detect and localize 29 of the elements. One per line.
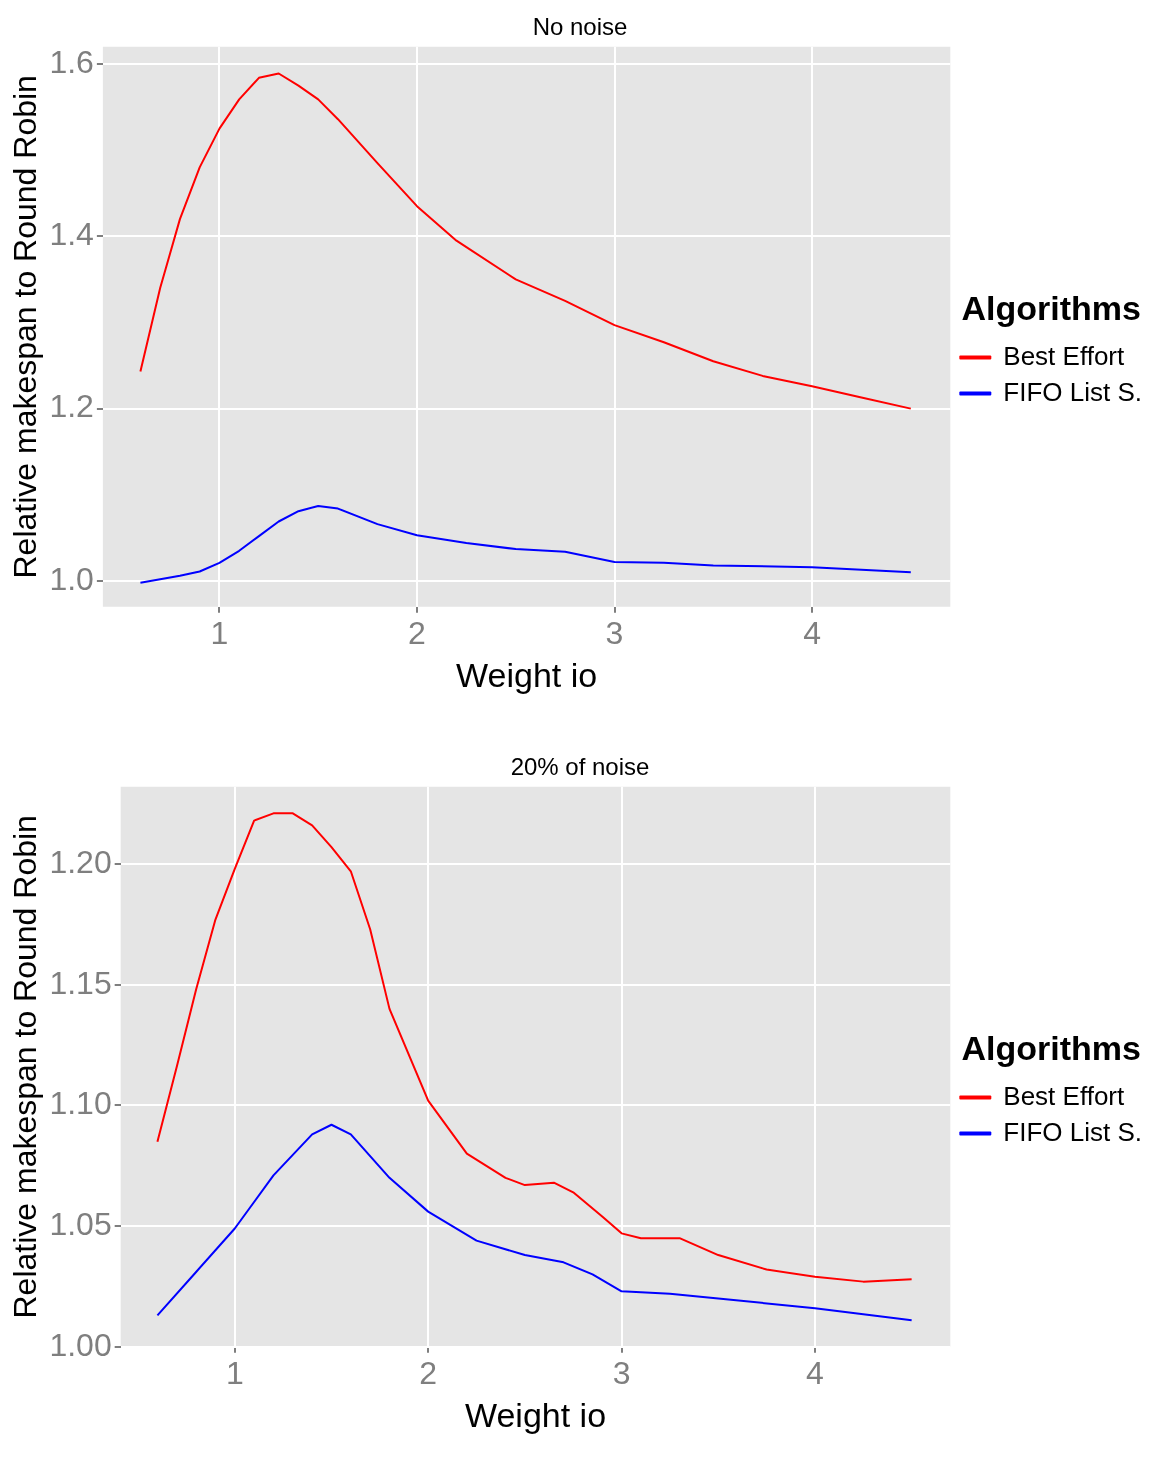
y-tick-label: 1.0 (49, 560, 94, 597)
x-tick-label: 4 (806, 1354, 824, 1391)
x-tick-label: 1 (210, 614, 229, 651)
y-axis-title: Relative makespan to Round Robin (7, 75, 44, 579)
chart-title: 20% of noise (510, 753, 650, 781)
x-tick-label: 3 (612, 1354, 631, 1391)
legend-title: Algorithms (961, 288, 1141, 327)
y-tick-label: 1.4 (49, 216, 94, 253)
y-tick-label: 1.15 (49, 964, 112, 1001)
legend-label: Best Effort (1003, 340, 1125, 371)
y-tick-label: 1.20 (49, 843, 112, 880)
x-tick-label: 2 (408, 614, 426, 651)
legend-label: FIFO List S. (1003, 376, 1142, 407)
x-axis-title: Weight io (464, 1395, 607, 1434)
x-tick-label: 1 (225, 1354, 244, 1391)
x-tick-label: 4 (803, 614, 821, 651)
chart-title: No noise (532, 13, 628, 41)
legend-label: FIFO List S. (1003, 1116, 1142, 1147)
legend-label: Best Effort (1003, 1080, 1125, 1111)
y-axis-title: Relative makespan to Round Robin (7, 815, 44, 1319)
y-tick-label: 1.05 (49, 1205, 112, 1242)
y-tick-label: 1.2 (49, 388, 94, 425)
y-tick-label: 1.10 (49, 1085, 112, 1122)
legend-title: Algorithms (961, 1028, 1141, 1067)
x-axis-title: Weight io (456, 655, 598, 694)
y-tick-label: 1.00 (49, 1326, 112, 1363)
x-tick-label: 3 (605, 614, 624, 651)
y-tick-label: 1.6 (49, 43, 94, 80)
x-tick-label: 2 (419, 1354, 438, 1391)
